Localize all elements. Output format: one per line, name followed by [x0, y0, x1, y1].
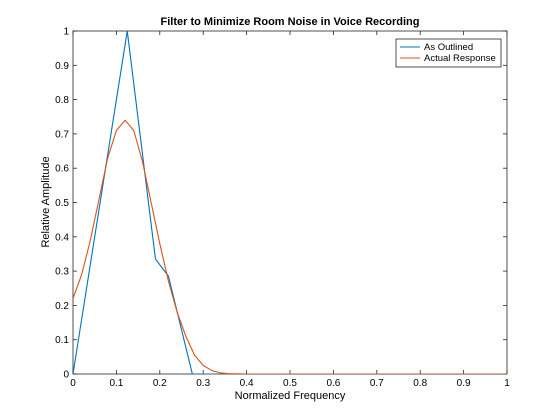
- y-axis-label: Relative Amplitude: [40, 156, 52, 247]
- x-axis-label: Normalized Frequency: [235, 390, 346, 402]
- x-tick-label: 0.8: [413, 378, 427, 389]
- x-tick-label: 0.6: [326, 378, 340, 389]
- y-tick-label: 0.8: [55, 95, 69, 106]
- y-tick-label: 0.9: [55, 61, 69, 72]
- y-tick-label: 0.3: [55, 267, 69, 278]
- x-tick-label: 0: [70, 378, 76, 389]
- y-tick-label: 0: [63, 370, 69, 381]
- y-tick-label: 0.7: [55, 129, 69, 140]
- y-tick-label: 0.6: [55, 164, 69, 175]
- x-tick-label: 0.7: [370, 378, 384, 389]
- x-tick-label: 0.9: [457, 378, 471, 389]
- plot-area: 0 0.1 0.2 0.3 0.4 0.5 0.6 0.7 0.8 0.9 1 0 0.1 0.2 0.3 0…: [55, 27, 510, 390]
- legend-label: Actual Response: [424, 53, 496, 64]
- x-tick-label: 0.5: [283, 378, 297, 389]
- axes-box: [72, 30, 508, 375]
- legend-label: As Outlined: [424, 42, 473, 53]
- x-tick-label: 0.4: [240, 378, 254, 389]
- x-tick-label: 0.1: [109, 378, 123, 389]
- y-tick-label: 1: [63, 27, 69, 38]
- y-tick-label: 0.5: [55, 198, 69, 209]
- x-tick-label: 0.3: [196, 378, 210, 389]
- chart-title: Filter to Minimize Room Noise in Voice R…: [161, 16, 420, 28]
- legend-box: [395, 38, 502, 68]
- series-line-actual-response: [73, 119, 507, 374]
- series-line-as-outlined: [73, 31, 507, 374]
- y-tick-label: 0.2: [55, 301, 69, 312]
- x-tick-label: 0.2: [153, 378, 167, 389]
- x-tick-label: 1: [504, 378, 510, 389]
- y-tick-label: 0.1: [55, 335, 69, 346]
- y-tick-label: 0.4: [55, 232, 69, 243]
